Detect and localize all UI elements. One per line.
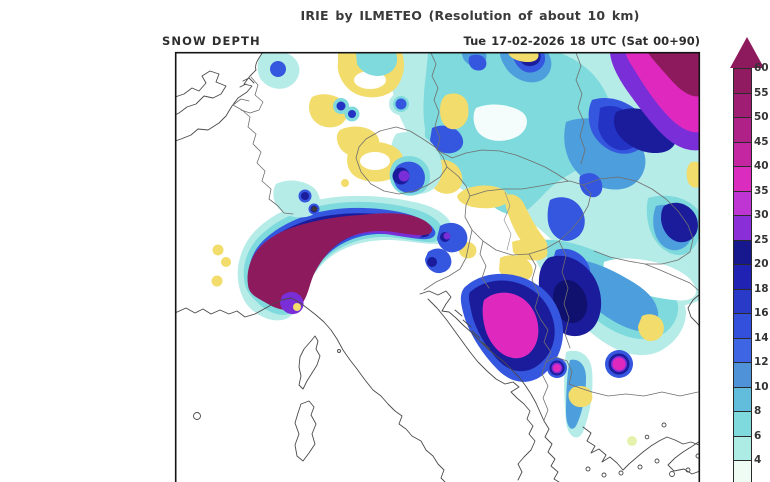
map-frame: [174, 51, 701, 482]
valid-time-label: Tue 17-02-2026 18 UTC (Sat 00+90): [463, 34, 700, 48]
colorbar: [733, 68, 752, 482]
legend-tick-label: 35: [754, 184, 769, 197]
legend-tick-label: 50: [754, 111, 769, 123]
legend-segment: [734, 191, 751, 216]
legend-tick-label: 40: [754, 160, 769, 172]
page-title: IRIE by ILMETEO (Resolution of about 10 …: [300, 8, 640, 23]
colorbar-legend: 60 55 50 45 40 35 30 25 20 18 16 14 12 1…: [720, 36, 770, 482]
legend-tick-label: 18: [754, 282, 769, 295]
legend-segment: [734, 363, 751, 388]
legend-tick-label: 60: [754, 62, 769, 74]
legend-tick-label: 4: [754, 454, 762, 466]
legend-tick-label: 14: [754, 331, 769, 344]
trace-snow-patch: [440, 93, 469, 130]
country-borders: [232, 53, 699, 421]
legend-segment: [734, 167, 751, 192]
legend-segment: [734, 93, 751, 118]
product-label: SNOW DEPTH: [162, 34, 261, 48]
legend-segment: [734, 387, 751, 412]
colorbar-overflow-arrow-icon: [730, 37, 764, 68]
legend-segment: [734, 289, 751, 314]
legend-segment: [734, 240, 751, 265]
legend-segment: [734, 436, 751, 461]
legend-tick-label: 20: [754, 258, 769, 270]
legend-tick-label: 8: [754, 405, 762, 417]
legend-tick-label: 6: [754, 429, 762, 442]
legend-segment: [734, 118, 751, 143]
legend-segment: [734, 314, 751, 339]
legend-segment: [734, 69, 751, 94]
snow-field-bosnia: [482, 292, 539, 359]
legend-tick-label: 10: [754, 380, 769, 393]
snow-cover-fields: [211, 53, 699, 446]
legend-tick-label: 55: [754, 86, 769, 99]
legend-segment: [734, 338, 751, 363]
legend-tick-label: 25: [754, 233, 769, 246]
legend-segment: [734, 461, 751, 482]
legend-tick-label: 45: [754, 135, 769, 148]
snow-field-alps: [247, 213, 433, 311]
legend-segment: [734, 412, 751, 437]
legend-tick-label: 12: [754, 356, 769, 368]
coastlines: [176, 53, 699, 482]
legend-tick-label: 30: [754, 209, 769, 221]
legend-segment: [734, 265, 751, 290]
legend-tick-label: 16: [754, 307, 769, 319]
legend-segment: [734, 142, 751, 167]
legend-segment: [734, 216, 751, 241]
